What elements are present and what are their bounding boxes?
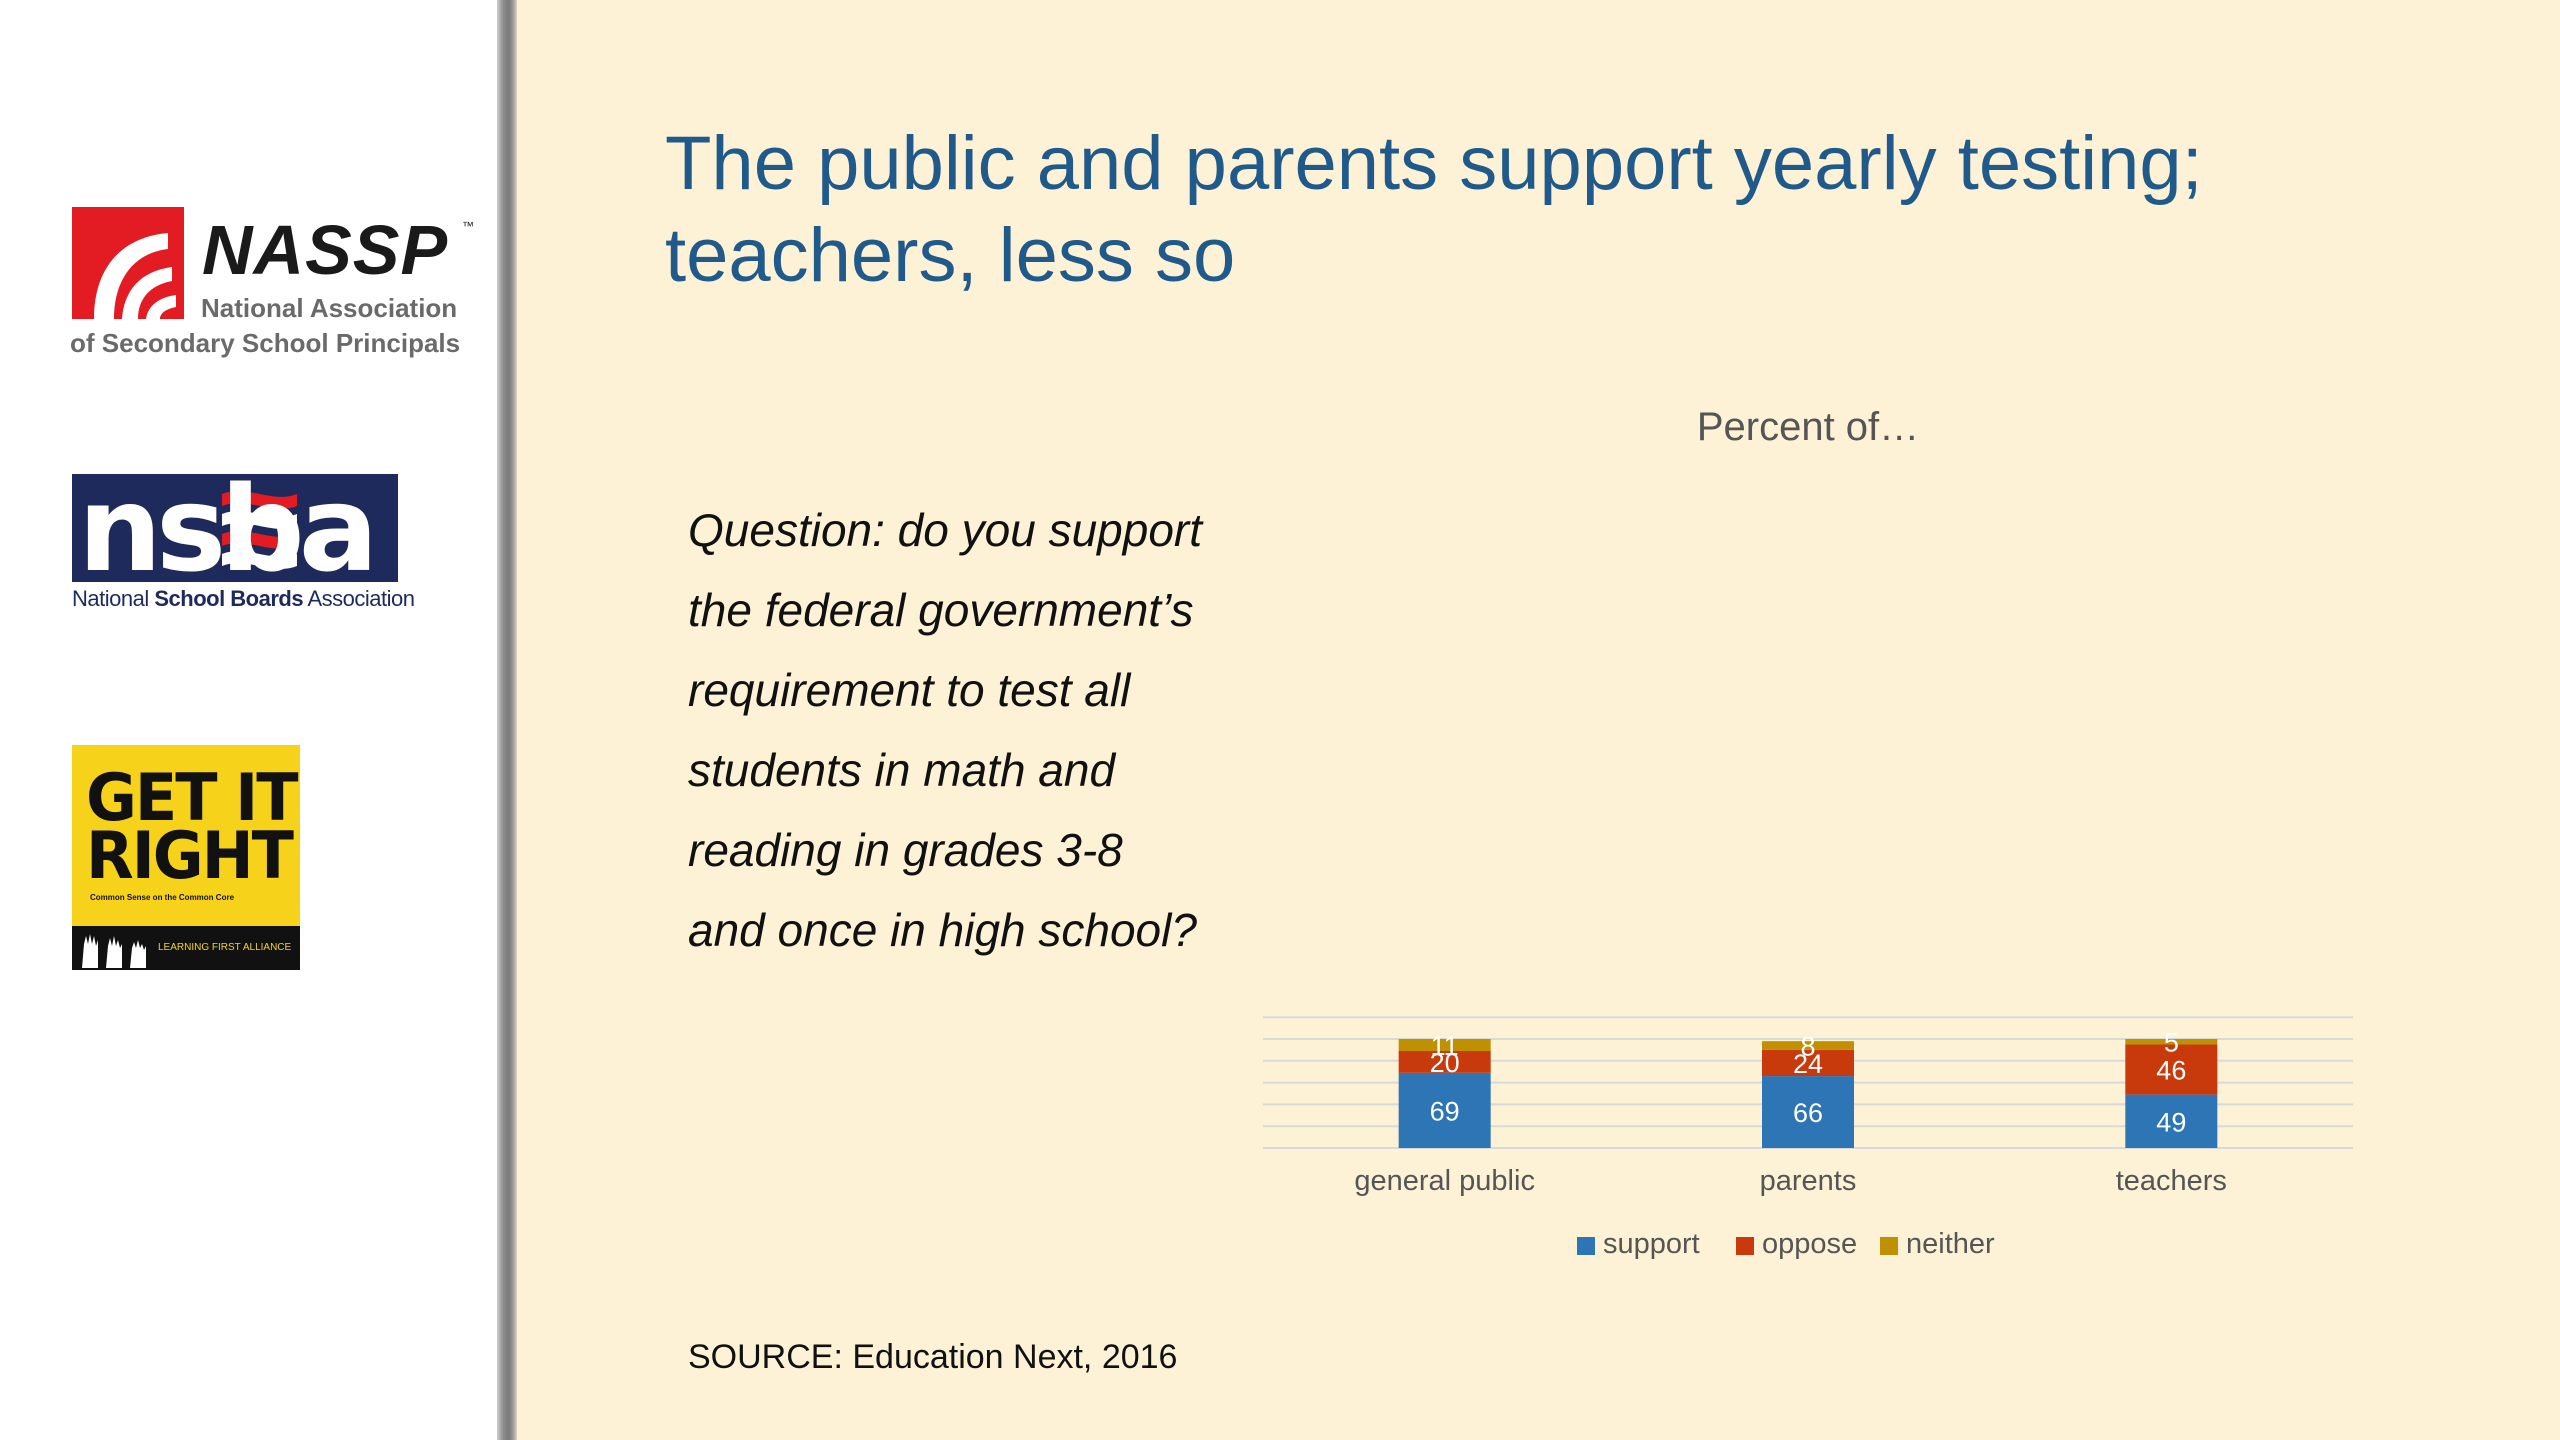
x-tick-label-general-public: general public [1354,1165,1535,1197]
sidebar-divider [497,0,517,1440]
gir-band: LEARNING FIRST ALLIANCE [72,926,300,970]
data-label-neither-general-public: 11 [1431,1031,1459,1061]
nassp-logo: NASSP ™ National Association of Secondar… [70,205,474,365]
bar-oppose-parents [1762,1049,1854,1077]
bar-oppose-general-public [1398,1050,1491,1073]
data-label-neither-parents: 8 [1800,1032,1815,1062]
chart-bars [1398,1039,2218,1148]
nassp-tagline-line1: National Association [201,293,458,323]
raised-hands-icon [82,934,146,968]
nassp-tagline-line2: of Secondary School Principals [70,328,461,358]
gir-band-text: LEARNING FIRST ALLIANCE [158,942,292,953]
slide-title-line1: The public and parents support yearly te… [665,121,2203,206]
nsba-fullname-part2: School Boards [154,586,304,611]
data-label-support-parents: 66 [1793,1098,1823,1128]
nsba-wordmark-text: nsba [78,474,372,582]
source-citation: SOURCE: Education Next, 2016 [688,1338,1178,1376]
legend-swatch-oppose [1736,1237,1754,1255]
slide-title: The public and parents support yearly te… [665,118,2265,302]
chart-x-tick-labels: general public parents teachers [1354,1165,2227,1197]
gir-line2: RIGHT [86,817,294,894]
chart-legend: support oppose neither [1577,1228,1995,1260]
nsba-fullname: National School Boards Association [72,586,415,612]
legend-swatch-support [1577,1237,1595,1255]
get-it-right-logo: GET IT RIGHT Common Sense on the Common … [72,745,300,970]
data-label-support-teachers: 49 [2156,1107,2186,1137]
bar-support-general-public [1398,1072,1491,1148]
logo-sidebar: NASSP ™ National Association of Secondar… [0,0,497,1440]
survey-question: Question: do you support the federal gov… [688,504,1202,956]
data-label-support-general-public: 69 [1430,1096,1460,1126]
bar-support-teachers [2125,1094,2218,1148]
x-tick-label-teachers: teachers [2116,1165,2227,1197]
nassp-emblem-icon [72,207,184,319]
x-tick-label-parents: parents [1760,1165,1857,1197]
slide-title-line2: teachers, less so [665,213,1236,298]
bar-neither-teachers [2125,1039,2218,1045]
data-label-oppose-general-public: 20 [1430,1048,1460,1078]
gir-line1: GET IT [86,759,298,836]
data-label-oppose-teachers: 46 [2156,1056,2186,1086]
bar-neither-parents [1762,1041,1854,1050]
nassp-name: NASSP [202,211,449,289]
bar-oppose-teachers [2125,1044,2218,1095]
legend-swatch-neither [1880,1237,1898,1255]
nsba-wordmark: nsba [72,474,398,582]
gir-tagline: Common Sense on the Common Core [90,893,235,902]
legend-label-support: support [1603,1228,1700,1260]
nsba-logo: nsba National School Boards Association [72,474,415,614]
legend-label-neither: neither [1906,1228,1995,1260]
bar-neither-general-public [1398,1039,1491,1051]
legend-label-oppose: oppose [1762,1228,1857,1260]
data-label-oppose-parents: 24 [1793,1049,1823,1079]
nsba-fullname-part1: National [72,586,155,611]
data-label-neither-teachers: 5 [2164,1028,2179,1058]
chart-title: Percent of… [1697,405,1919,449]
bar-support-parents [1762,1076,1854,1148]
nsba-fullname-part3: Association [303,586,415,611]
nassp-trademark: ™ [462,219,474,233]
